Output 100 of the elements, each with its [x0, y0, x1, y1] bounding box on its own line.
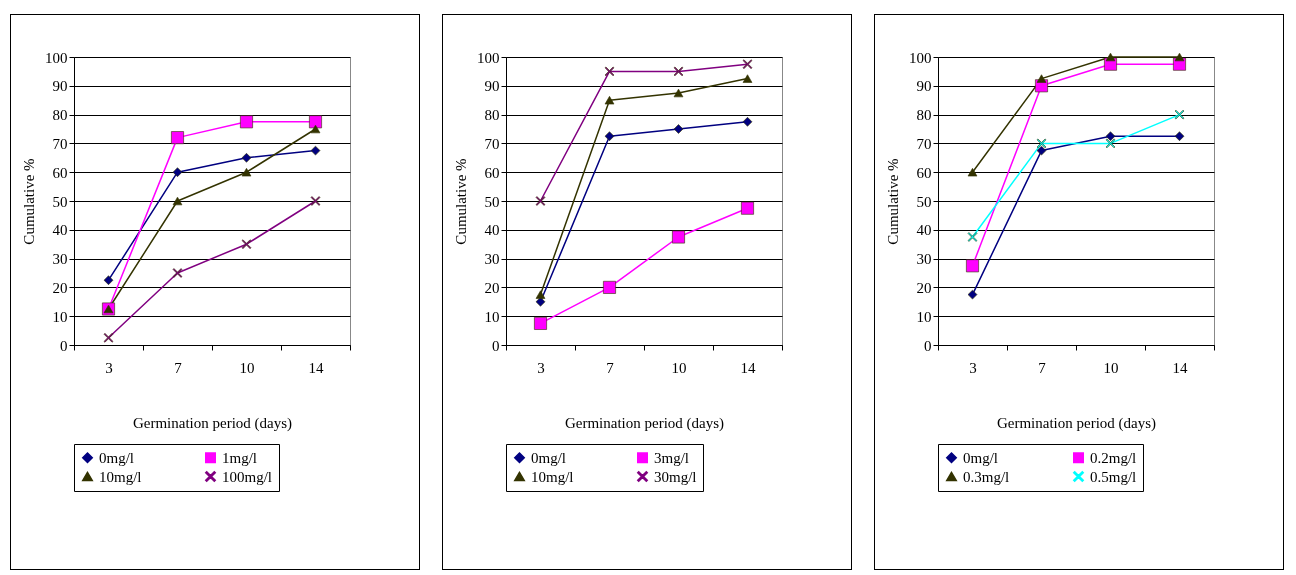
- x-tick-label: 10: [239, 359, 255, 376]
- point: [604, 66, 615, 77]
- y-tick-label: 70: [916, 135, 932, 152]
- y-tick-label: 90: [52, 78, 68, 95]
- point: [103, 275, 114, 285]
- y-tick-label: 40: [484, 222, 500, 239]
- y-tick-label: 10: [484, 308, 500, 325]
- x-axis-title: Germination period (days): [996, 414, 1157, 432]
- point: [103, 333, 114, 343]
- x-tick-label: 7: [1038, 359, 1047, 376]
- point: [1036, 145, 1047, 156]
- y-tick-label: 90: [916, 78, 932, 95]
- y-tick-label: 100: [45, 49, 68, 66]
- point: [172, 167, 183, 177]
- point: [967, 168, 978, 177]
- y-axis-title: Cumulative %: [885, 158, 901, 245]
- y-tick-label: 0: [924, 337, 932, 354]
- legend-label: 0.2mg/l: [1090, 449, 1137, 466]
- point: [172, 268, 183, 278]
- legend-label: 0mg/l: [99, 449, 135, 466]
- y-tick-label: 90: [484, 78, 500, 95]
- legend-label: 0mg/l: [531, 449, 567, 466]
- x-tick-label: 14: [1172, 359, 1188, 376]
- point: [172, 196, 183, 206]
- x-axis-title: Germination period (days): [132, 414, 293, 432]
- point: [1174, 109, 1185, 120]
- y-tick-label: 70: [484, 135, 500, 152]
- point: [967, 232, 978, 242]
- legend-label: 1mg/l: [222, 449, 258, 466]
- y-tick-label: 10: [916, 308, 932, 325]
- point: [310, 196, 321, 206]
- point: [673, 88, 684, 98]
- y-tick-label: 70: [52, 135, 68, 152]
- y-tick-label: 60: [484, 164, 500, 181]
- point: [241, 153, 252, 163]
- y-tick-label: 50: [484, 193, 500, 210]
- y-tick-label: 50: [916, 193, 932, 210]
- point: [535, 297, 546, 307]
- y-tick-label: 30: [484, 251, 500, 268]
- point: [741, 201, 754, 215]
- legend-label: 100mg/l: [222, 468, 273, 485]
- x-tick-label: 7: [606, 359, 615, 376]
- x-tick-label: 3: [537, 359, 545, 376]
- y-tick-label: 20: [52, 279, 68, 296]
- point: [534, 316, 547, 330]
- point: [535, 196, 546, 206]
- point: [967, 289, 978, 300]
- point: [1036, 138, 1047, 149]
- point: [1105, 131, 1116, 141]
- point: [1174, 52, 1185, 62]
- y-tick-label: 100: [477, 49, 500, 66]
- y-tick-label: 30: [916, 251, 932, 268]
- point: [673, 124, 684, 134]
- x-tick-label: 14: [740, 359, 756, 376]
- y-tick-label: 20: [916, 279, 932, 296]
- y-tick-label: 30: [52, 251, 68, 268]
- y-tick-label: 40: [52, 222, 68, 239]
- point: [672, 230, 685, 244]
- y-axis-title: Cumulative %: [21, 158, 37, 245]
- y-tick-label: 0: [60, 337, 68, 354]
- y-tick-label: 40: [916, 222, 932, 239]
- legend-label: 10mg/l: [531, 468, 574, 485]
- point: [171, 131, 184, 145]
- point: [673, 66, 684, 77]
- point: [310, 124, 321, 134]
- legend-label: 0.5mg/l: [1090, 468, 1137, 485]
- y-tick-label: 60: [916, 164, 932, 181]
- y-tick-label: 80: [916, 107, 932, 124]
- point: [966, 259, 979, 273]
- legend-label: 0mg/l: [963, 449, 999, 466]
- y-tick-label: 50: [52, 193, 68, 210]
- legend-label: 3mg/l: [654, 449, 690, 466]
- point: [309, 115, 322, 129]
- x-axis-title: Germination period (days): [564, 414, 725, 432]
- y-axis-title: Cumulative %: [453, 158, 469, 245]
- point: [742, 74, 753, 83]
- point: [241, 168, 252, 177]
- point: [1105, 138, 1116, 149]
- x-tick-label: 10: [671, 359, 687, 376]
- x-tick-label: 14: [308, 359, 324, 376]
- x-tick-label: 7: [174, 359, 183, 376]
- point: [604, 131, 615, 141]
- point: [240, 115, 253, 129]
- x-tick-label: 10: [1103, 359, 1119, 376]
- y-tick-label: 80: [52, 107, 68, 124]
- point: [742, 117, 753, 127]
- y-tick-label: 0: [492, 337, 500, 354]
- y-tick-label: 10: [52, 308, 68, 325]
- point: [535, 290, 546, 299]
- x-tick-label: 3: [105, 359, 113, 376]
- legend-label: 10mg/l: [99, 468, 142, 485]
- y-tick-label: 100: [909, 49, 932, 66]
- y-tick-label: 20: [484, 279, 500, 296]
- point: [604, 96, 615, 105]
- point: [1105, 52, 1116, 62]
- y-tick-label: 60: [52, 164, 68, 181]
- point: [603, 280, 616, 294]
- point: [1036, 74, 1047, 83]
- point: [241, 239, 252, 249]
- point: [310, 145, 321, 156]
